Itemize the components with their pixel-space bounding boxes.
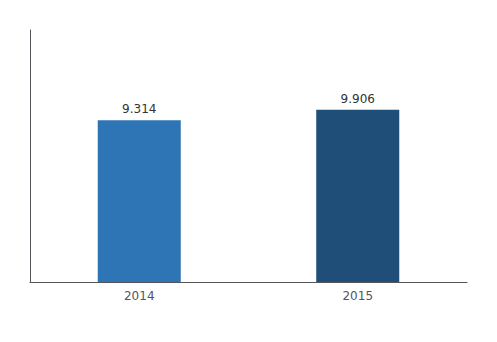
svg-text:9.314: 9.314 bbox=[122, 102, 156, 116]
svg-text:2015: 2015 bbox=[342, 289, 373, 303]
svg-text:9.906: 9.906 bbox=[341, 92, 375, 106]
svg-text:2014: 2014 bbox=[124, 289, 155, 303]
